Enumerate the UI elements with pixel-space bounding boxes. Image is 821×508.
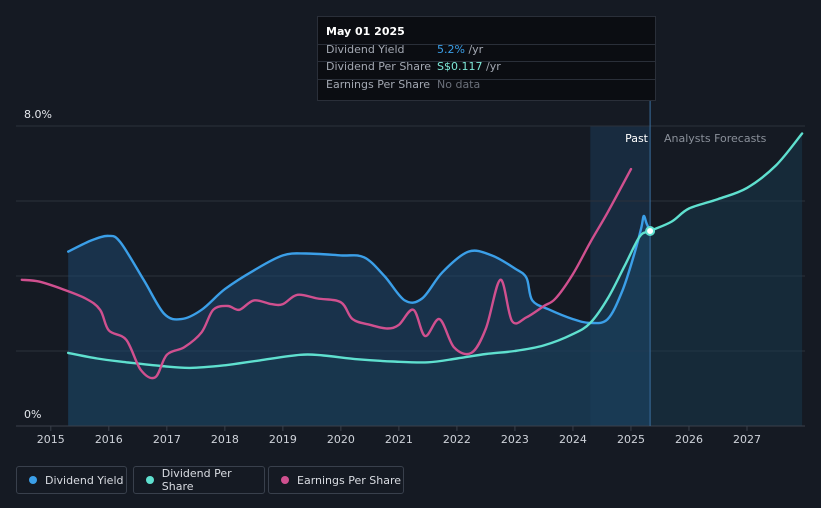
legend-dot bbox=[281, 476, 289, 484]
legend-earnings-per-share[interactable]: Earnings Per Share bbox=[268, 466, 404, 494]
legend-dot bbox=[146, 476, 154, 484]
tooltip-divider bbox=[318, 79, 655, 80]
tooltip-row-dividend-yield: Dividend Yield 5.2% /yr bbox=[326, 43, 646, 56]
dividend-per-share-area bbox=[68, 133, 803, 426]
x-axis-ticks: 2015 2016 2017 2018 2019 2020 2021 2022 2023 2024… bbox=[37, 426, 761, 446]
tooltip-divider bbox=[318, 44, 655, 45]
past-label: Past bbox=[625, 132, 649, 145]
tooltip-value-number: S$0.117 bbox=[437, 60, 483, 73]
tooltip-value: S$0.117 /yr bbox=[437, 60, 501, 73]
legend-label: Earnings Per Share bbox=[297, 473, 402, 487]
x-tick-label: 2016 bbox=[95, 433, 123, 446]
tooltip-date: May 01 2025 bbox=[326, 25, 405, 38]
x-tick-label: 2023 bbox=[501, 433, 529, 446]
x-tick-label: 2017 bbox=[153, 433, 181, 446]
dividend-yield-line bbox=[67, 214, 652, 325]
x-tick-label: 2018 bbox=[211, 433, 239, 446]
forecast-label: Analysts Forecasts bbox=[664, 132, 767, 145]
x-tick-label: 2024 bbox=[559, 433, 587, 446]
x-tick-label: 2015 bbox=[37, 433, 65, 446]
legend-label: Dividend Per Share bbox=[161, 467, 232, 493]
tooltip-row-dividend-per-share: Dividend Per Share S$0.117 /yr bbox=[326, 60, 646, 73]
legend-label: Dividend Yield bbox=[45, 473, 124, 487]
y-tick-max: 8.0% bbox=[24, 108, 52, 121]
legend-dividend-yield[interactable]: Dividend Yield bbox=[16, 466, 127, 494]
x-tick-label: 2020 bbox=[327, 433, 355, 446]
x-tick-label: 2027 bbox=[733, 433, 761, 446]
legend-dot bbox=[29, 476, 37, 484]
x-tick-label: 2025 bbox=[617, 433, 645, 446]
tooltip-value: 5.2% /yr bbox=[437, 43, 483, 56]
tooltip-value-number: No data bbox=[437, 78, 481, 91]
tooltip-value: No data bbox=[437, 78, 480, 91]
x-tick-label: 2019 bbox=[269, 433, 297, 446]
tooltip-value-number: 5.2% bbox=[437, 43, 465, 56]
x-tick-label: 2026 bbox=[675, 433, 703, 446]
tooltip-label: Dividend Yield bbox=[326, 43, 405, 56]
y-tick-min: 0% bbox=[24, 408, 41, 421]
tooltip-divider bbox=[318, 61, 655, 62]
hover-marker bbox=[645, 226, 656, 236]
legend-dividend-per-share[interactable]: Dividend Per Share bbox=[133, 466, 265, 494]
tooltip-row-earnings-per-share: Earnings Per Share No data bbox=[326, 78, 646, 91]
tooltip-value-unit: /yr bbox=[468, 43, 484, 56]
series-lines bbox=[20, 132, 804, 380]
earnings-per-share-line bbox=[20, 167, 633, 380]
x-tick-label: 2021 bbox=[385, 433, 413, 446]
dividend-per-share-line bbox=[67, 132, 804, 370]
x-tick-label: 2022 bbox=[443, 433, 471, 446]
tooltip-label: Earnings Per Share bbox=[326, 78, 431, 91]
tooltip-value-unit: /yr bbox=[485, 60, 501, 73]
tooltip-label: Dividend Per Share bbox=[326, 60, 432, 73]
tooltip: May 01 2025 Dividend Yield 5.2% /yr Divi… bbox=[317, 16, 656, 101]
